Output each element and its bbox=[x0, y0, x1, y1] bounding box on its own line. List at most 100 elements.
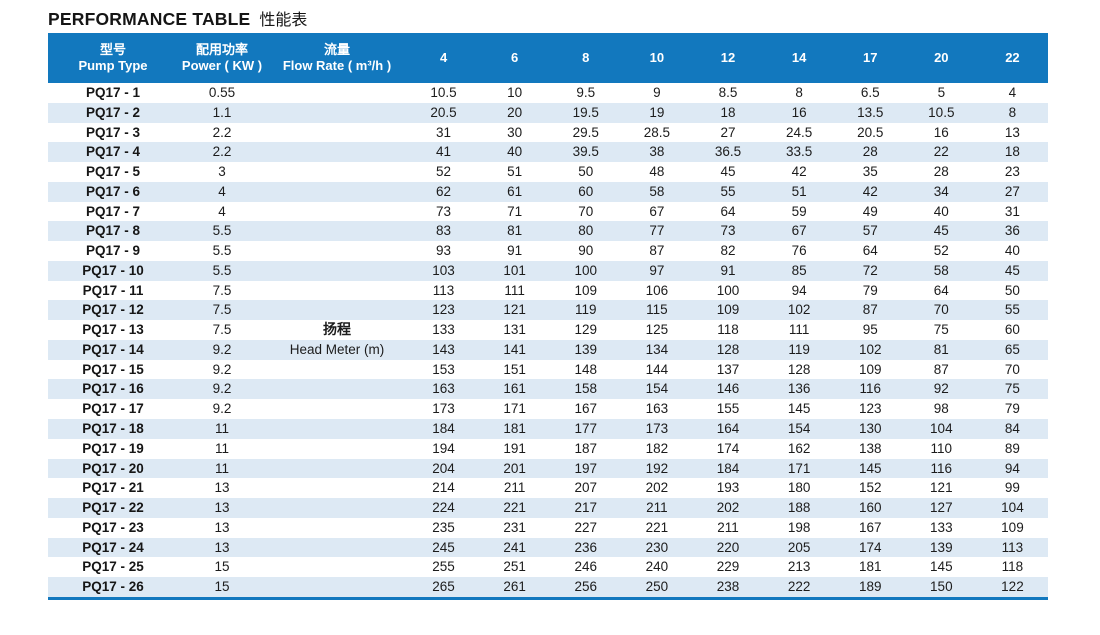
head-value-cell-flow-22: 94 bbox=[1004, 460, 1020, 476]
head-value-cell-flow-8: 80 bbox=[578, 223, 594, 239]
pump-model-cell: PQ17 - 25 bbox=[82, 559, 144, 575]
table-row: PQ17 - 26 15 265 261 256 250 238 222 189 150 122 bbox=[48, 577, 1048, 599]
head-value-cell-flow-20: 52 bbox=[933, 243, 949, 259]
head-value-cell-flow-8: 148 bbox=[574, 361, 598, 377]
head-value-cell-flow-8: 50 bbox=[578, 164, 594, 180]
col-header-flow-rate-en: Flow Rate ( m³/h ) bbox=[282, 58, 392, 73]
head-value-cell-flow-14: 67 bbox=[791, 223, 807, 239]
head-value-cell-flow-8: 60 bbox=[578, 183, 594, 199]
head-value-cell-flow-17: 79 bbox=[862, 282, 878, 298]
head-value-cell-flow-10: 115 bbox=[646, 302, 668, 318]
table-row: PQ17 - 2 1.1 20.5 20 19.5 19 18 16 13.5 10.5 8 bbox=[48, 102, 1048, 123]
head-meter-label-cell bbox=[266, 162, 408, 182]
head-value-cell-flow-4: 10.5 bbox=[430, 85, 457, 100]
head-value-cell-flow-4: 62 bbox=[436, 183, 452, 199]
power-cell: 7.5 bbox=[212, 282, 232, 298]
head-meter-label-cell bbox=[266, 202, 408, 222]
table-row: PQ17 - 5 3 52 51 50 48 45 42 35 28 23 bbox=[48, 162, 1048, 182]
power-cell: 4 bbox=[218, 203, 226, 219]
head-meter-label-cell bbox=[266, 538, 408, 558]
pump-model-cell: PQ17 - 6 bbox=[85, 183, 141, 199]
power-cell: 13 bbox=[214, 519, 230, 535]
head-value-cell-flow-20: 92 bbox=[933, 381, 949, 397]
col-header-flow-rate: 流量 Flow Rate ( m³/h ) bbox=[266, 33, 408, 83]
pump-model-cell: PQ17 - 14 bbox=[82, 341, 144, 357]
power-cell: 13 bbox=[214, 500, 230, 516]
head-meter-label-cell bbox=[266, 498, 408, 518]
head-value-cell-flow-8: 207 bbox=[574, 480, 598, 496]
head-meter-label-cell bbox=[266, 399, 408, 419]
pump-model-cell: PQ17 - 4 bbox=[85, 144, 141, 160]
head-value-cell-flow-4: 93 bbox=[436, 243, 452, 259]
head-value-cell-flow-14: 145 bbox=[787, 401, 811, 417]
power-cell: 4 bbox=[218, 183, 226, 199]
col-header-pump-type-en: Pump Type bbox=[78, 58, 148, 73]
power-cell: 13 bbox=[214, 480, 230, 496]
table-row: PQ17 - 3 2.2 31 30 29.5 28.5 27 24.5 20.5 16 13 bbox=[48, 123, 1048, 143]
table-row: PQ17 - 11 7.5 113 111 109 106 100 94 79 64 50 bbox=[48, 281, 1048, 301]
head-value-cell-flow-6: 121 bbox=[503, 302, 526, 318]
head-value-cell-flow-14: 222 bbox=[787, 579, 811, 595]
head-value-cell-flow-17: 109 bbox=[858, 361, 882, 377]
head-value-cell-flow-22: 45 bbox=[1004, 262, 1020, 278]
table-row: PQ17 - 10 5.5 103 101 100 97 91 85 72 58 45 bbox=[48, 260, 1048, 281]
head-value-cell-flow-6: 201 bbox=[503, 460, 526, 476]
col-header-flow-22: 22 bbox=[976, 33, 1048, 83]
head-value-cell-flow-20: 16 bbox=[933, 124, 949, 140]
head-value-cell-flow-14: 162 bbox=[787, 440, 811, 456]
head-value-cell-flow-17: 123 bbox=[858, 401, 882, 417]
head-value-cell-flow-20: 45 bbox=[933, 223, 949, 239]
head-value-cell-flow-6: 231 bbox=[503, 519, 526, 535]
head-value-cell-flow-4: 133 bbox=[432, 322, 455, 338]
head-meter-label-cell bbox=[266, 300, 408, 320]
table-row: PQ17 - 16 9.2 163 161 158 154 146 136 116 92 75 bbox=[48, 379, 1048, 400]
power-cell: 7.5 bbox=[212, 302, 232, 318]
table-row: PQ17 - 7 4 73 71 70 67 64 59 49 40 31 bbox=[48, 202, 1048, 222]
head-value-cell-flow-10: 106 bbox=[645, 282, 669, 298]
head-value-cell-flow-22: 13 bbox=[1004, 124, 1020, 140]
head-value-cell-flow-6: 211 bbox=[503, 480, 526, 496]
table-row: PQ17 - 14 9.2 Head Meter (m) 143 141 139 134 12… bbox=[48, 339, 1048, 360]
head-meter-label-cell bbox=[266, 557, 408, 577]
head-value-cell-flow-6: 191 bbox=[503, 440, 526, 456]
head-value-cell-flow-12: 193 bbox=[716, 480, 740, 496]
head-value-cell-flow-8: 217 bbox=[574, 500, 598, 516]
head-value-cell-flow-4: 113 bbox=[432, 282, 455, 298]
head-value-cell-flow-10: 154 bbox=[645, 381, 669, 397]
head-value-cell-flow-10: 192 bbox=[645, 460, 669, 476]
head-value-cell-flow-10: 97 bbox=[649, 262, 665, 278]
pump-model-cell: PQ17 - 18 bbox=[82, 421, 144, 437]
power-cell: 13 bbox=[214, 539, 230, 555]
head-value-cell-flow-22: 70 bbox=[1004, 361, 1020, 377]
head-value-cell-flow-12: 36.5 bbox=[714, 144, 742, 160]
head-value-cell-flow-8: 256 bbox=[574, 579, 598, 595]
power-cell: 9.2 bbox=[212, 381, 232, 397]
head-value-cell-flow-20: 87 bbox=[933, 361, 949, 377]
head-value-cell-flow-10: 221 bbox=[645, 519, 669, 535]
head-value-cell-flow-17: 6.5 bbox=[860, 85, 880, 100]
head-value-cell-flow-20: 110 bbox=[930, 440, 953, 456]
head-value-cell-flow-20: 10.5 bbox=[928, 104, 955, 120]
head-value-cell-flow-17: 189 bbox=[858, 579, 882, 595]
head-value-cell-flow-12: 155 bbox=[716, 401, 740, 417]
head-value-cell-flow-20: 34 bbox=[933, 183, 949, 199]
head-value-cell-flow-17: 145 bbox=[858, 460, 882, 476]
col-header-flow-17: 17 bbox=[834, 33, 906, 83]
head-meter-label-cell bbox=[266, 221, 408, 241]
head-value-cell-flow-12: 174 bbox=[716, 440, 740, 456]
head-value-cell-flow-10: 144 bbox=[645, 361, 669, 377]
head-meter-label-cell bbox=[266, 182, 408, 202]
head-value-cell-flow-14: 51 bbox=[791, 183, 807, 199]
head-value-cell-flow-20: 22 bbox=[933, 144, 949, 160]
head-value-cell-flow-12: 118 bbox=[717, 322, 739, 338]
col-header-pump-type-zh: 型号 bbox=[99, 42, 126, 57]
head-value-cell-flow-4: 31 bbox=[436, 124, 452, 140]
power-cell: 11 bbox=[214, 460, 229, 476]
col-header-flow-rate-zh: 流量 bbox=[323, 42, 350, 57]
head-value-cell-flow-10: 58 bbox=[649, 183, 665, 199]
head-value-cell-flow-12: 128 bbox=[716, 341, 740, 357]
head-value-cell-flow-22: 122 bbox=[1001, 579, 1024, 595]
head-value-cell-flow-10: 240 bbox=[645, 559, 669, 575]
head-value-cell-flow-20: 28 bbox=[933, 164, 949, 180]
